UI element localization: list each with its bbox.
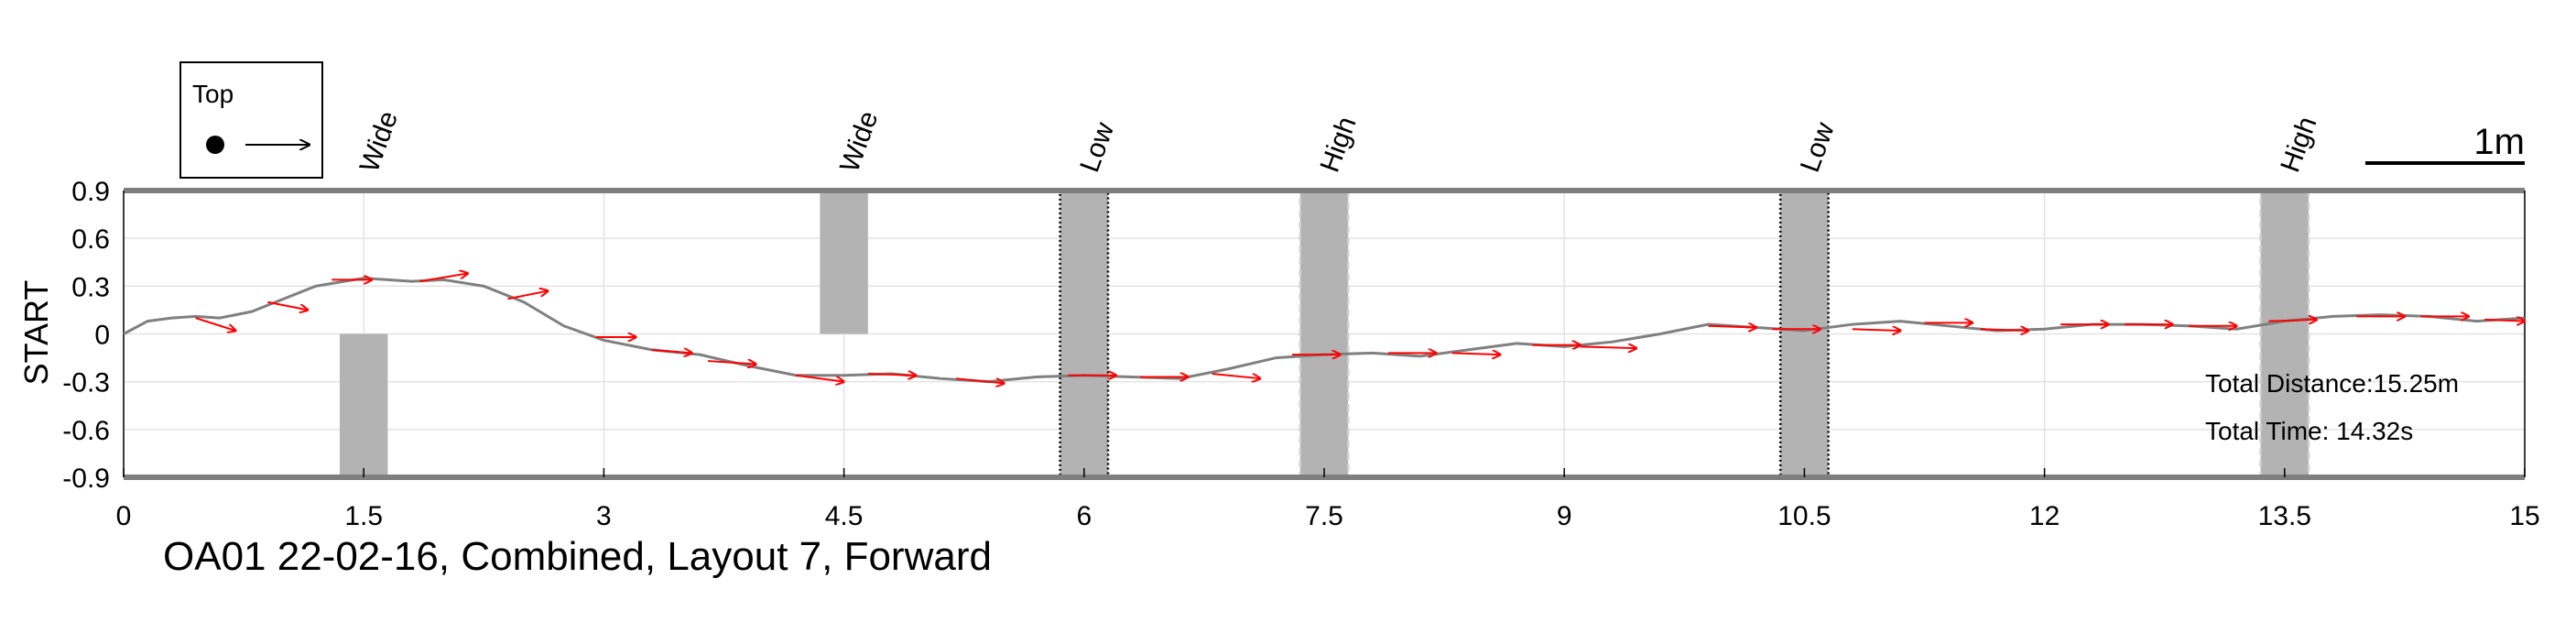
y-tick-label: -0.6 xyxy=(62,416,110,446)
direction-arrow xyxy=(707,361,755,364)
x-tick-label: 3 xyxy=(596,501,612,531)
total-distance-annotation: Total Distance:15.25m xyxy=(2205,369,2459,398)
direction-arrow xyxy=(1212,372,1260,378)
y-tick-label: 0.3 xyxy=(71,272,110,302)
x-tick-label: 6 xyxy=(1076,501,1092,531)
obstacle-wide xyxy=(820,191,868,334)
y-axis-label: START xyxy=(17,280,55,386)
y-tick-label: -0.9 xyxy=(62,464,110,494)
obstacle-label-layer: Wide Wide Low High Low High xyxy=(354,107,2323,177)
scale-bar-label: 1m xyxy=(2473,122,2525,162)
direction-arrow xyxy=(651,350,692,353)
direction-arrow xyxy=(1980,329,2028,331)
obstacle-low xyxy=(1059,189,1110,479)
direction-arrow xyxy=(195,317,236,331)
y-tick-label: 0.9 xyxy=(71,177,110,207)
direction-arrow xyxy=(2268,320,2316,322)
legend-title: Top xyxy=(192,80,234,108)
x-tick-label: 12 xyxy=(2029,501,2060,531)
chart-title: OA01 22-02-16, Combined, Layout 7, Forwa… xyxy=(163,534,992,579)
direction-arrow xyxy=(1451,353,1500,355)
arrow-layer xyxy=(195,273,2525,383)
direction-arrow xyxy=(507,291,549,300)
direction-arrow xyxy=(867,374,916,376)
x-tick-label: 0 xyxy=(116,501,132,531)
legend-dot-icon xyxy=(206,136,224,154)
obstacle-high xyxy=(1299,189,1350,479)
x-tick-label: 4.5 xyxy=(825,501,864,531)
obstacle-label: High xyxy=(1315,113,1363,176)
direction-arrow xyxy=(955,377,1004,383)
legend: Top xyxy=(179,61,323,179)
obstacle-low xyxy=(1778,189,1830,479)
obstacle-label: Wide xyxy=(834,107,884,177)
x-tick-label: 10.5 xyxy=(1777,501,1831,531)
obstacle-label: Low xyxy=(1795,118,1841,176)
x-tick-label: 1.5 xyxy=(344,501,383,531)
direction-arrow xyxy=(267,300,308,311)
total-time-annotation: Total Time: 14.32s xyxy=(2205,417,2413,445)
obstacle-label: Low xyxy=(1074,118,1120,176)
y-tick-label: 0.6 xyxy=(71,224,110,255)
x-tick-label: 13.5 xyxy=(2258,501,2311,531)
direction-arrow xyxy=(796,374,843,382)
obstacle-label: High xyxy=(2275,113,2322,176)
direction-arrow xyxy=(2484,320,2525,322)
obstacle-wide xyxy=(339,333,388,477)
legend-box xyxy=(179,61,323,179)
tick-layer: 0 1.5 3 4.5 6 7.5 9 10.5 12 13.5 15 0.9 0.6 0.3 0 -0.3 -… xyxy=(62,177,2539,531)
direction-arrow xyxy=(419,273,467,283)
obstacle-layer xyxy=(339,189,2310,479)
direction-arrow xyxy=(1580,346,1636,348)
obstacle-label: Wide xyxy=(354,107,404,177)
scale-bar: 1m xyxy=(2365,122,2525,165)
direction-arrow xyxy=(1708,326,1756,328)
direction-arrow xyxy=(1852,329,1900,331)
x-tick-label: 7.5 xyxy=(1305,501,1343,531)
x-tick-label: 15 xyxy=(2509,501,2539,531)
y-tick-label: -0.3 xyxy=(62,368,110,398)
y-tick-label: 0 xyxy=(94,321,110,351)
obstacle-high xyxy=(2259,189,2310,479)
x-tick-label: 9 xyxy=(1557,501,1572,531)
